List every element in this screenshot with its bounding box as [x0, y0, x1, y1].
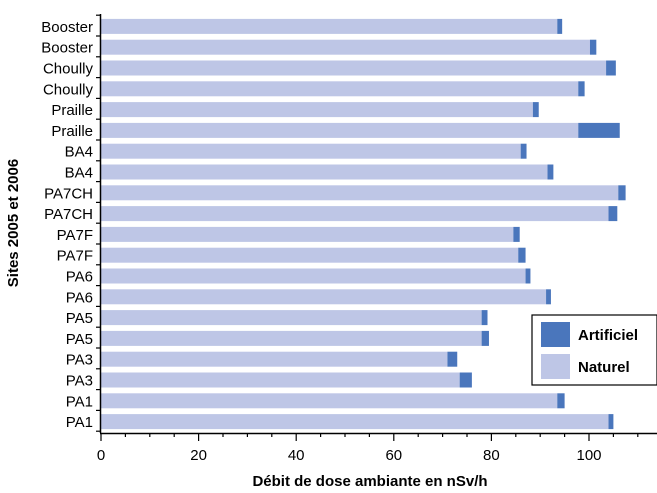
bar-naturel — [101, 185, 619, 201]
bar-naturel — [101, 60, 607, 76]
legend-swatch-artificiel — [541, 322, 570, 347]
bar-naturel — [101, 206, 609, 222]
bar-artificiel — [608, 414, 614, 430]
y-tick-label: BA4 — [65, 144, 93, 161]
bar-naturel — [101, 39, 590, 55]
y-tick-label: PA1 — [66, 414, 93, 431]
bar-naturel — [101, 330, 482, 346]
y-tick-label: PA7CH — [44, 206, 93, 223]
bars-group — [101, 18, 626, 430]
bar-artificiel — [518, 247, 526, 263]
bar-artificiel — [618, 185, 626, 201]
bar-naturel — [101, 372, 460, 388]
bar-naturel — [101, 393, 558, 409]
legend-label-artificiel: Artificiel — [578, 327, 638, 344]
bar-artificiel — [459, 372, 472, 388]
bar-artificiel — [578, 81, 585, 97]
bar-naturel — [101, 289, 547, 305]
y-tick-label: Booster — [41, 19, 93, 36]
y-tick-label: Booster — [41, 40, 93, 57]
bar-artificiel — [546, 289, 551, 305]
bar-naturel — [101, 18, 558, 34]
x-tick-label: 80 — [483, 447, 500, 464]
x-tick-label: 100 — [576, 447, 601, 464]
y-tick-label: Praille — [51, 123, 93, 140]
bar-naturel — [101, 102, 533, 118]
legend-swatch-naturel — [541, 354, 570, 379]
y-tick-label: PA1 — [66, 393, 93, 410]
x-tick-label: 60 — [385, 447, 402, 464]
x-tick-label: 40 — [288, 447, 305, 464]
y-tick-label: PA7F — [57, 227, 93, 244]
bar-artificiel — [589, 39, 597, 55]
y-tick-label: PA7F — [57, 248, 93, 265]
legend: Artificiel Naturel — [531, 314, 657, 386]
legend-label-naturel: Naturel — [578, 359, 630, 376]
y-tick-label: PA6 — [66, 289, 93, 306]
y-axis-title: Sites 2005 et 2006 — [5, 159, 22, 287]
bar-naturel — [101, 81, 579, 97]
bar-artificiel — [481, 310, 488, 326]
y-tick-label: PA7CH — [44, 185, 93, 202]
y-tick-label: Praille — [51, 102, 93, 119]
bar-naturel — [101, 164, 548, 180]
y-tick-label: PA3 — [66, 373, 93, 390]
x-axis-title: Débit de dose ambiante en nSv/h — [252, 473, 487, 490]
bar-artificiel — [557, 393, 565, 409]
bar-naturel — [101, 122, 579, 138]
y-tick-label: Choully — [43, 81, 94, 98]
bar-artificiel — [547, 164, 554, 180]
bar-artificiel — [608, 206, 618, 222]
y-tick-label: BA4 — [65, 165, 93, 182]
bar-artificiel — [513, 226, 520, 242]
x-tick-label: 0 — [97, 447, 105, 464]
x-tick-label: 20 — [190, 447, 207, 464]
bar-artificiel — [532, 102, 539, 118]
bar-naturel — [101, 414, 609, 430]
bar-artificiel — [525, 268, 531, 284]
y-tick-label: PA6 — [66, 269, 93, 286]
y-tick-label: PA5 — [66, 310, 93, 327]
bar-artificiel — [578, 122, 620, 138]
x-axis-tick-labels: 0 20 40 60 80 100 — [97, 447, 602, 464]
bar-artificiel — [606, 60, 616, 76]
bar-artificiel — [520, 143, 527, 159]
bar-artificiel — [557, 18, 563, 34]
bar-artificiel — [481, 330, 489, 346]
bar-naturel — [101, 247, 519, 263]
y-axis-tick-labels: Booster Booster Choully Choully Praille Prail… — [41, 19, 93, 431]
bar-naturel — [101, 268, 526, 284]
bar-naturel — [101, 351, 448, 367]
y-tick-label: PA3 — [66, 352, 93, 369]
bar-naturel — [101, 143, 521, 159]
y-tick-label: Choully — [43, 61, 94, 78]
y-tick-label: PA5 — [66, 331, 93, 348]
bar-naturel — [101, 226, 514, 242]
bar-naturel — [101, 310, 482, 326]
bar-artificiel — [447, 351, 458, 367]
